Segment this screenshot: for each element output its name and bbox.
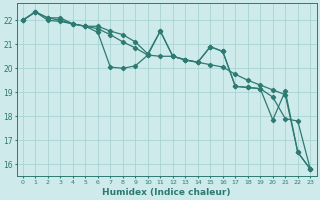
X-axis label: Humidex (Indice chaleur): Humidex (Indice chaleur) <box>102 188 231 197</box>
